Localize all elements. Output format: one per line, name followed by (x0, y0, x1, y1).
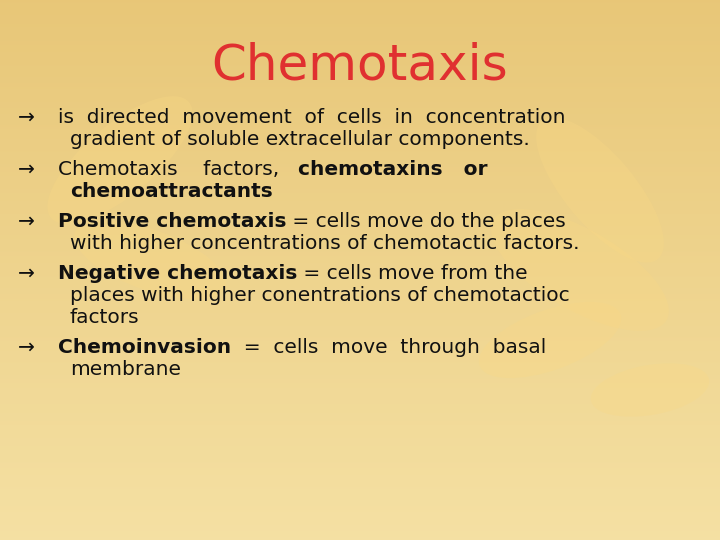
Ellipse shape (590, 363, 709, 417)
Text: Chemotaxis: Chemotaxis (212, 42, 508, 90)
Ellipse shape (479, 302, 621, 378)
Text: chemoattractants: chemoattractants (70, 182, 273, 201)
Text: gradient of soluble extracellular components.: gradient of soluble extracellular compon… (70, 130, 530, 149)
Text: membrane: membrane (70, 360, 181, 379)
Text: = cells move do the places: = cells move do the places (287, 212, 566, 231)
Ellipse shape (491, 209, 669, 331)
Text: Positive chemotaxis: Positive chemotaxis (58, 212, 287, 231)
Text: →: → (18, 338, 35, 357)
Text: with higher concentrations of chemotactic factors.: with higher concentrations of chemotacti… (70, 234, 580, 253)
Text: →: → (18, 108, 35, 127)
Text: Negative chemotaxis: Negative chemotaxis (58, 264, 297, 283)
Text: chemotaxins   or: chemotaxins or (298, 160, 488, 179)
Ellipse shape (536, 118, 664, 262)
Ellipse shape (48, 96, 192, 224)
Text: is  directed  movement  of  cells  in  concentration: is directed movement of cells in concent… (58, 108, 565, 127)
Text: →: → (18, 212, 35, 231)
Ellipse shape (74, 221, 226, 299)
Text: →: → (18, 160, 35, 179)
Text: factors: factors (70, 308, 140, 327)
Text: Chemotaxis    factors,: Chemotaxis factors, (58, 160, 298, 179)
Text: =  cells  move  through  basal: = cells move through basal (231, 338, 546, 357)
Text: Chemoinvasion: Chemoinvasion (58, 338, 231, 357)
Text: places with higher conentrations of chemotactioc: places with higher conentrations of chem… (70, 286, 570, 305)
Text: = cells move from the: = cells move from the (297, 264, 528, 283)
Text: →: → (18, 264, 35, 283)
